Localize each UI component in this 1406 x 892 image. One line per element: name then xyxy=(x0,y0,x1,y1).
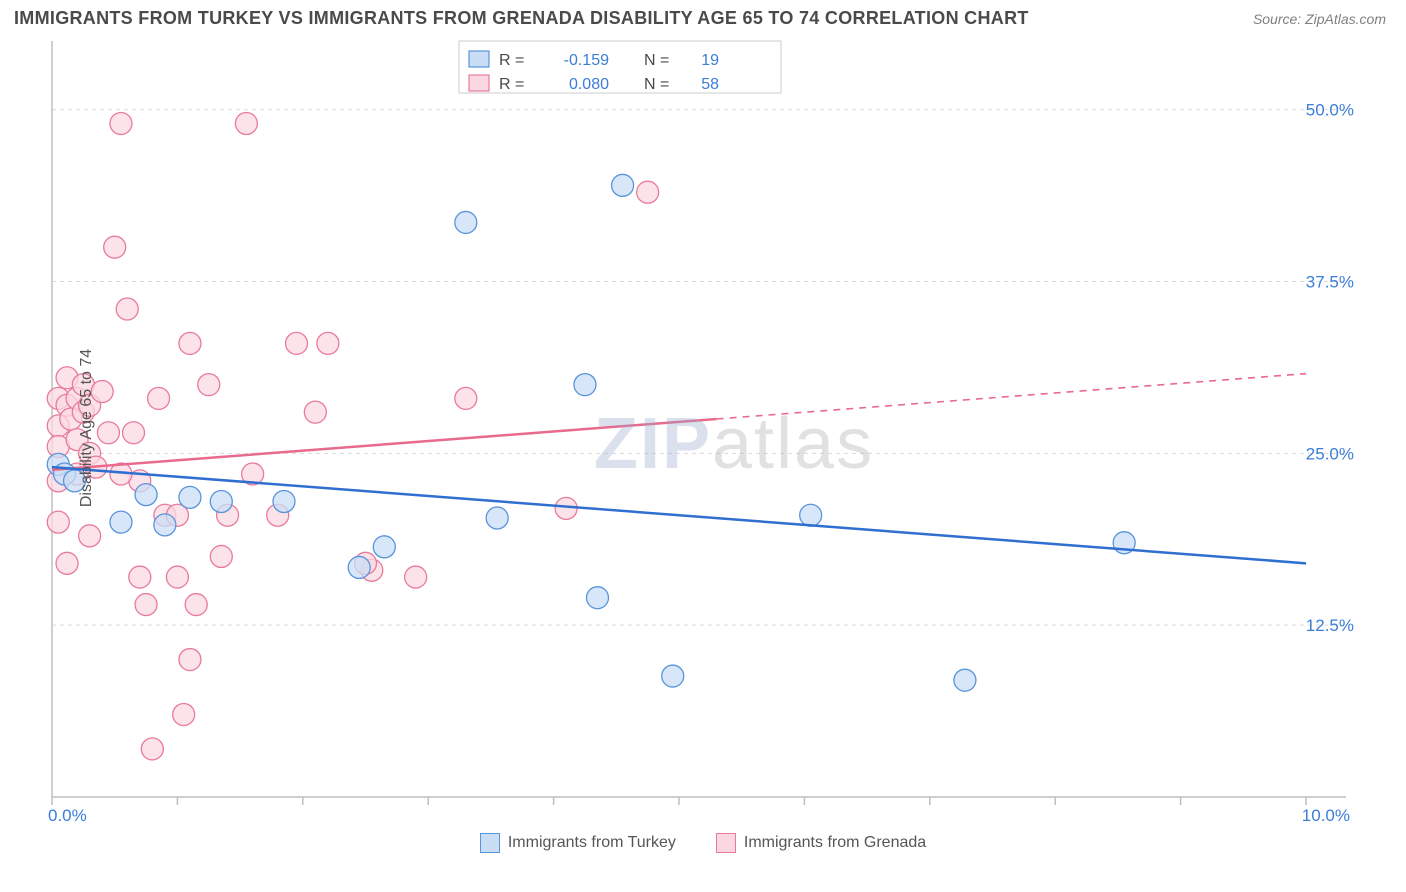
turkey-point xyxy=(574,374,596,396)
grenada-point xyxy=(97,422,119,444)
grenada-point xyxy=(135,594,157,616)
grenada-point xyxy=(198,374,220,396)
turkey-point xyxy=(954,669,976,691)
grenada-regression-dashed xyxy=(717,374,1306,419)
turkey-point xyxy=(455,211,477,233)
bottom-legend: Immigrants from Turkey Immigrants from Gr… xyxy=(0,823,1406,853)
legend-swatch xyxy=(469,51,489,67)
legend-swatch xyxy=(716,833,736,853)
x-left-label: 0.0% xyxy=(48,806,87,823)
grenada-point xyxy=(304,401,326,423)
chart-title: IMMIGRANTS FROM TURKEY VS IMMIGRANTS FRO… xyxy=(14,8,1029,29)
scatter-chart-svg: 12.5% 25.0% 37.5% 50.0% 0.0% 10.0% R = -0.159 N … xyxy=(14,33,1362,823)
turkey-point xyxy=(612,174,634,196)
bottom-legend-item: Immigrants from Grenada xyxy=(716,833,926,853)
turkey-point xyxy=(800,504,822,526)
grenada-point xyxy=(56,552,78,574)
y-tick-label: 50.0% xyxy=(1306,101,1354,120)
legend-r-label: R = xyxy=(499,52,524,69)
chart-area: Disability Age 65 to 74 12.5% 25.0% 37.5% 5… xyxy=(14,33,1392,823)
legend-n-value: 19 xyxy=(701,52,719,69)
grenada-point xyxy=(179,649,201,671)
grenada-point xyxy=(166,566,188,588)
grenada-regression-line xyxy=(52,419,717,470)
y-axis-label: Disability Age 65 to 74 xyxy=(78,349,96,507)
legend-n-label: N = xyxy=(644,52,669,69)
turkey-point xyxy=(486,507,508,529)
turkey-point xyxy=(273,490,295,512)
legend-swatch xyxy=(480,833,500,853)
y-tick-label: 37.5% xyxy=(1306,273,1354,292)
turkey-point xyxy=(348,556,370,578)
grenada-point xyxy=(317,332,339,354)
legend-r-value: -0.159 xyxy=(564,52,609,69)
grenada-point xyxy=(210,545,232,567)
grenada-point xyxy=(123,422,145,444)
grenada-point xyxy=(116,298,138,320)
grenada-point xyxy=(148,387,170,409)
grenada-point xyxy=(141,738,163,760)
grenada-point xyxy=(129,566,151,588)
x-right-label: 10.0% xyxy=(1302,806,1350,823)
legend-label: Immigrants from Grenada xyxy=(744,834,926,852)
grenada-point xyxy=(104,236,126,258)
y-tick-label: 12.5% xyxy=(1306,616,1354,635)
grenada-point xyxy=(455,387,477,409)
turkey-point xyxy=(135,484,157,506)
grenada-point xyxy=(173,704,195,726)
turkey-point xyxy=(154,514,176,536)
turkey-point xyxy=(586,587,608,609)
turkey-point xyxy=(110,511,132,533)
bottom-legend-item: Immigrants from Turkey xyxy=(480,833,676,853)
grenada-point xyxy=(179,332,201,354)
grenada-point xyxy=(79,525,101,547)
y-tick-label: 25.0% xyxy=(1306,444,1354,463)
legend-label: Immigrants from Turkey xyxy=(508,834,676,852)
turkey-regression-line xyxy=(52,467,1306,563)
turkey-point xyxy=(210,490,232,512)
grenada-point xyxy=(47,511,69,533)
grenada-point xyxy=(405,566,427,588)
chart-source: Source: ZipAtlas.com xyxy=(1253,11,1386,27)
legend-r-value: 0.080 xyxy=(569,76,609,93)
legend-n-label: N = xyxy=(644,76,669,93)
grenada-point xyxy=(185,594,207,616)
grenada-point xyxy=(286,332,308,354)
legend-n-value: 58 xyxy=(701,76,719,93)
grenada-point xyxy=(235,112,257,134)
legend-r-label: R = xyxy=(499,76,524,93)
turkey-point xyxy=(373,536,395,558)
legend-swatch xyxy=(469,75,489,91)
turkey-point xyxy=(179,486,201,508)
grenada-point xyxy=(110,112,132,134)
chart-header: IMMIGRANTS FROM TURKEY VS IMMIGRANTS FRO… xyxy=(0,0,1406,33)
grenada-point xyxy=(637,181,659,203)
turkey-point xyxy=(662,665,684,687)
